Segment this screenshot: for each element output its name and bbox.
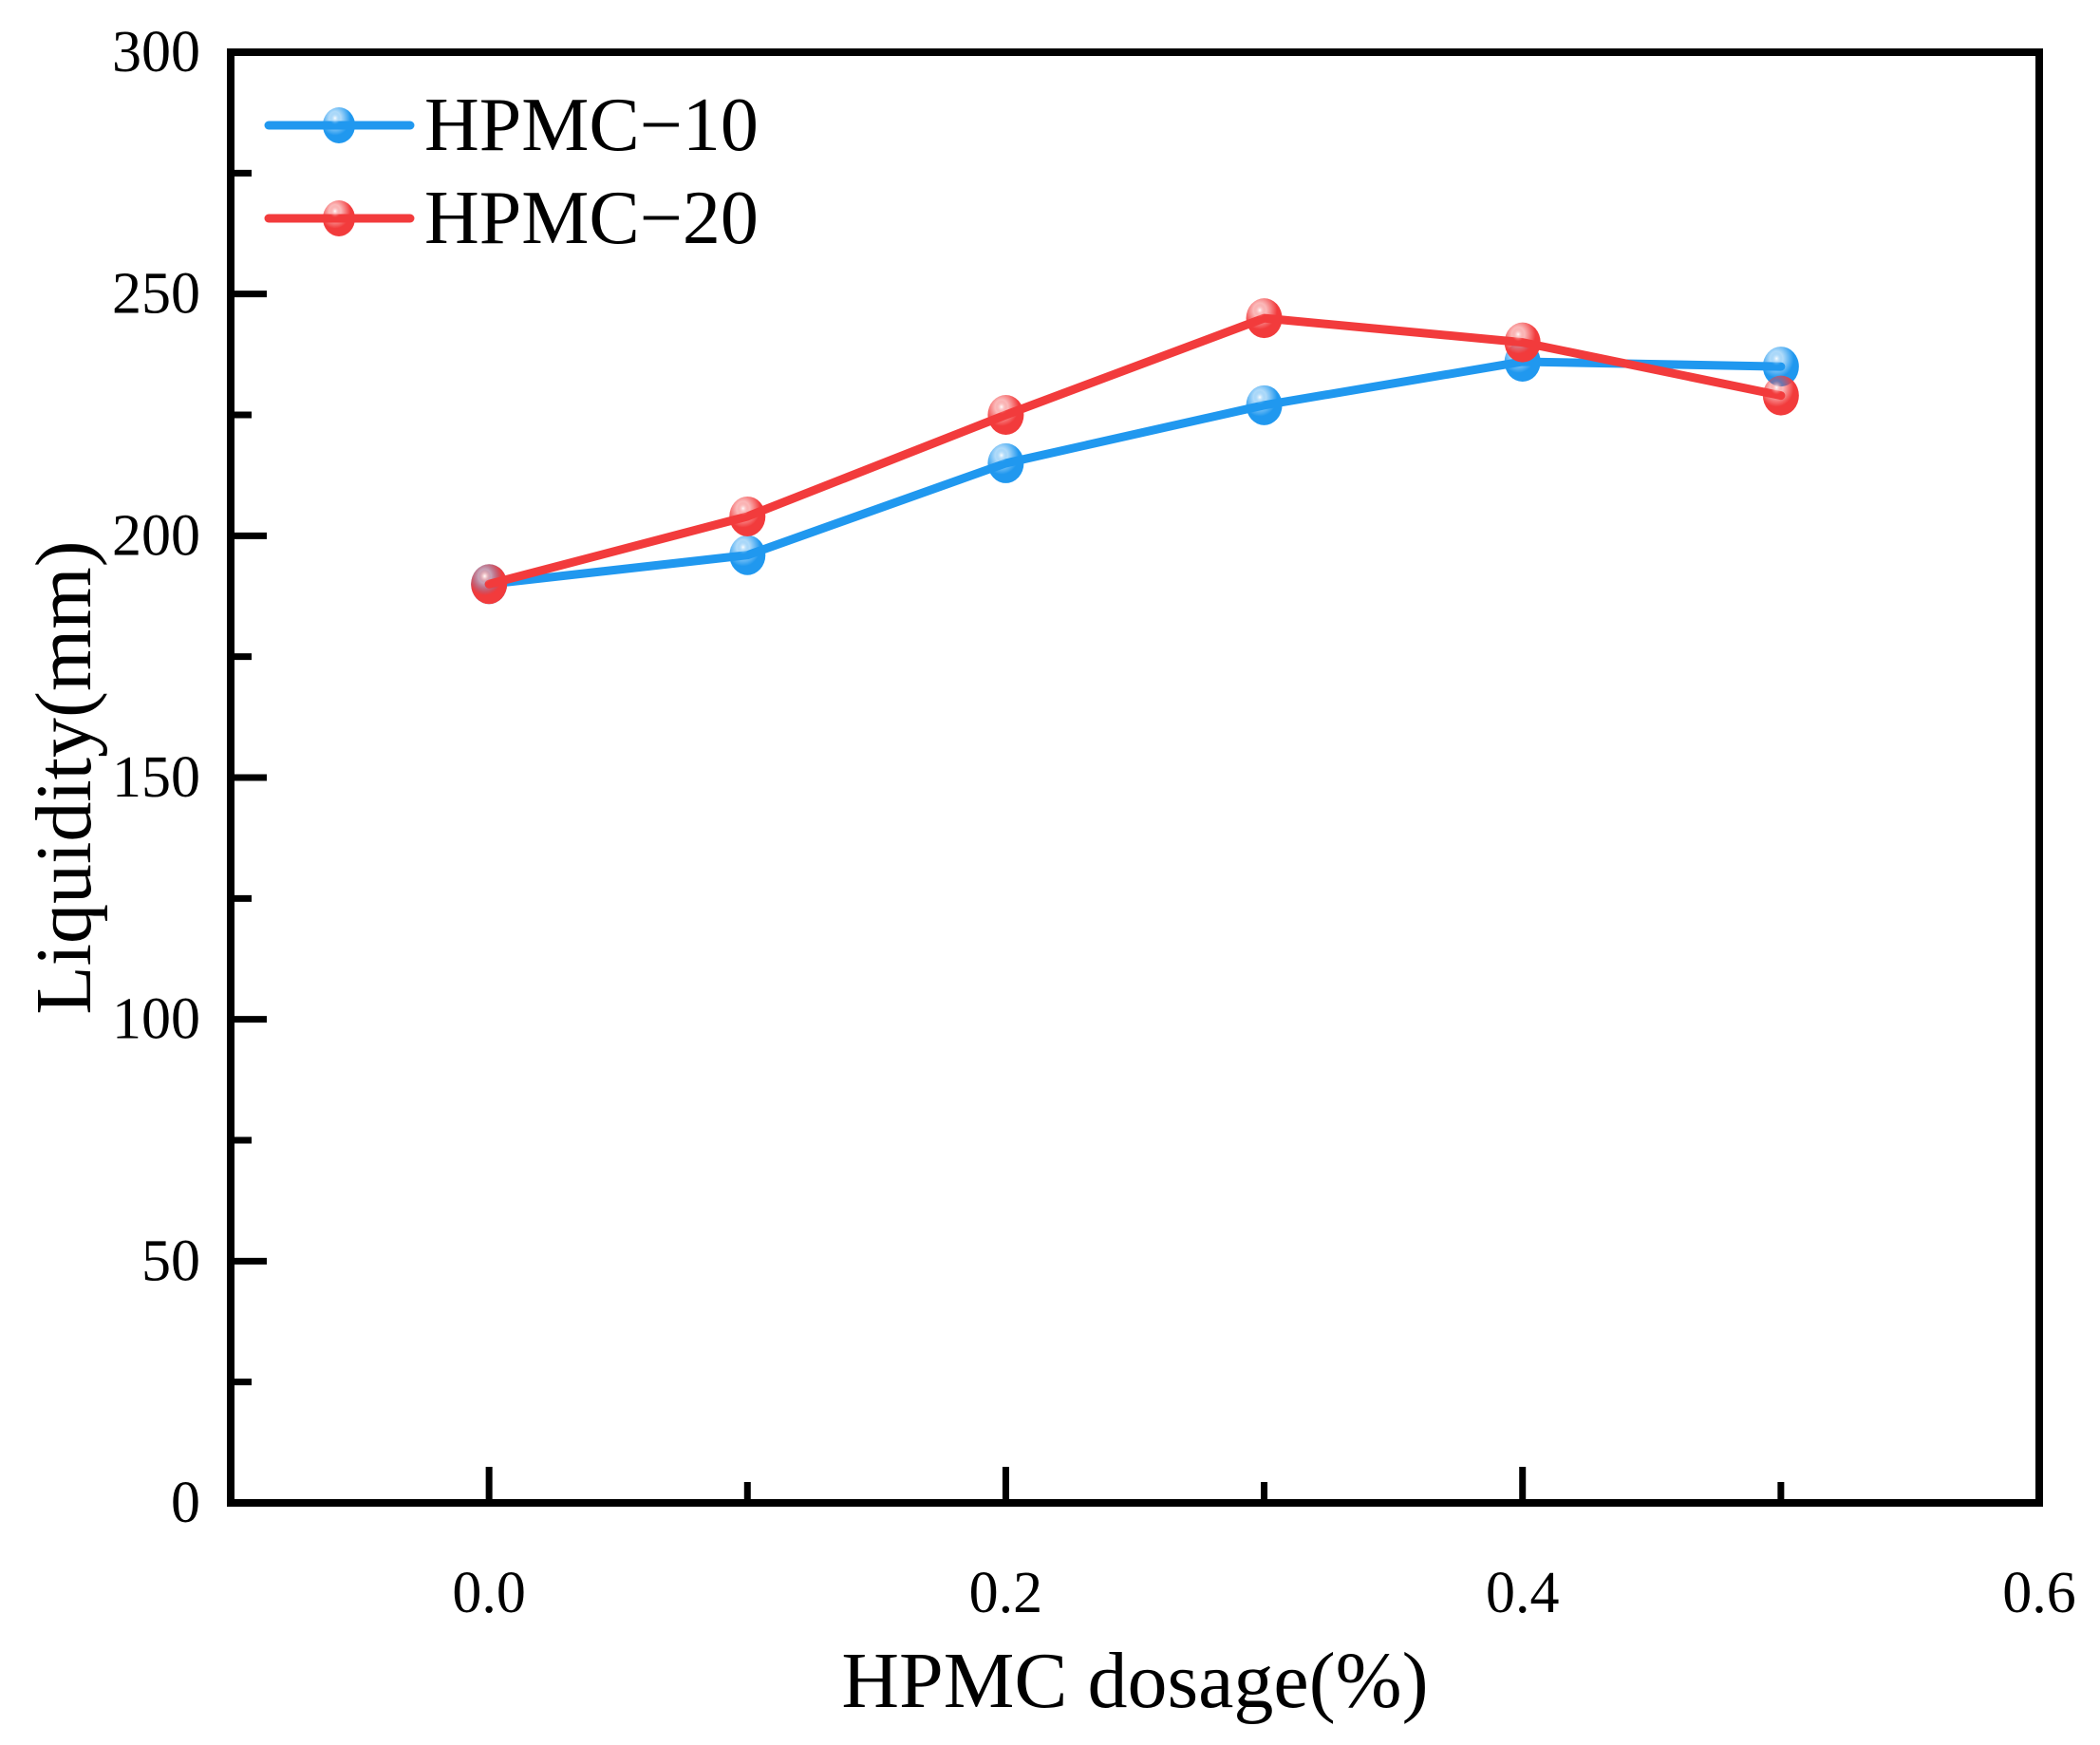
- series-hpmc-10-marker: [729, 535, 766, 575]
- y-tick-label: 0: [171, 1471, 200, 1535]
- legend-hpmc-10-label: HPMC−10: [424, 84, 759, 167]
- legend-hpmc-20-label: HPMC−20: [424, 177, 759, 260]
- series-hpmc-20-line: [484, 313, 1786, 589]
- series-hpmc-20-marker: [987, 395, 1024, 435]
- legend-hpmc-20-marker: [323, 200, 355, 236]
- x-tick-label: 0.4: [1486, 1561, 1560, 1625]
- y-tick-label: 200: [112, 503, 200, 568]
- x-axis-title: HPMC dosage(%): [841, 1637, 1428, 1725]
- y-tick-label: 100: [112, 987, 200, 1052]
- series-hpmc-10-marker: [1762, 347, 1799, 387]
- y-tick-label: 250: [112, 262, 200, 327]
- x-tick-label: 0.0: [452, 1561, 526, 1625]
- legend-hpmc-10-marker: [323, 107, 355, 143]
- series-hpmc-10-line: [484, 357, 1786, 589]
- axis-ticks: [231, 169, 1785, 1503]
- legend: HPMC−10 HPMC−20: [264, 84, 759, 260]
- series-hpmc-20-marker: [471, 564, 508, 605]
- y-tick-label: 300: [112, 20, 200, 84]
- series-hpmc-10-marker: [987, 442, 1024, 483]
- y-axis-title: Liquidity(mm): [20, 540, 108, 1014]
- series-hpmc-20-marker: [1504, 322, 1541, 363]
- x-tick-label: 0.6: [2002, 1561, 2076, 1625]
- y-tick-label: 50: [141, 1229, 200, 1293]
- series-hpmc-20-marker: [729, 496, 766, 536]
- y-tick-label: 150: [112, 745, 200, 810]
- series-hpmc-10-marker: [1246, 385, 1283, 425]
- x-tick-label: 0.2: [969, 1561, 1043, 1625]
- series-hpmc-20-marker: [1762, 375, 1799, 416]
- series-hpmc-20-marker: [1246, 298, 1283, 339]
